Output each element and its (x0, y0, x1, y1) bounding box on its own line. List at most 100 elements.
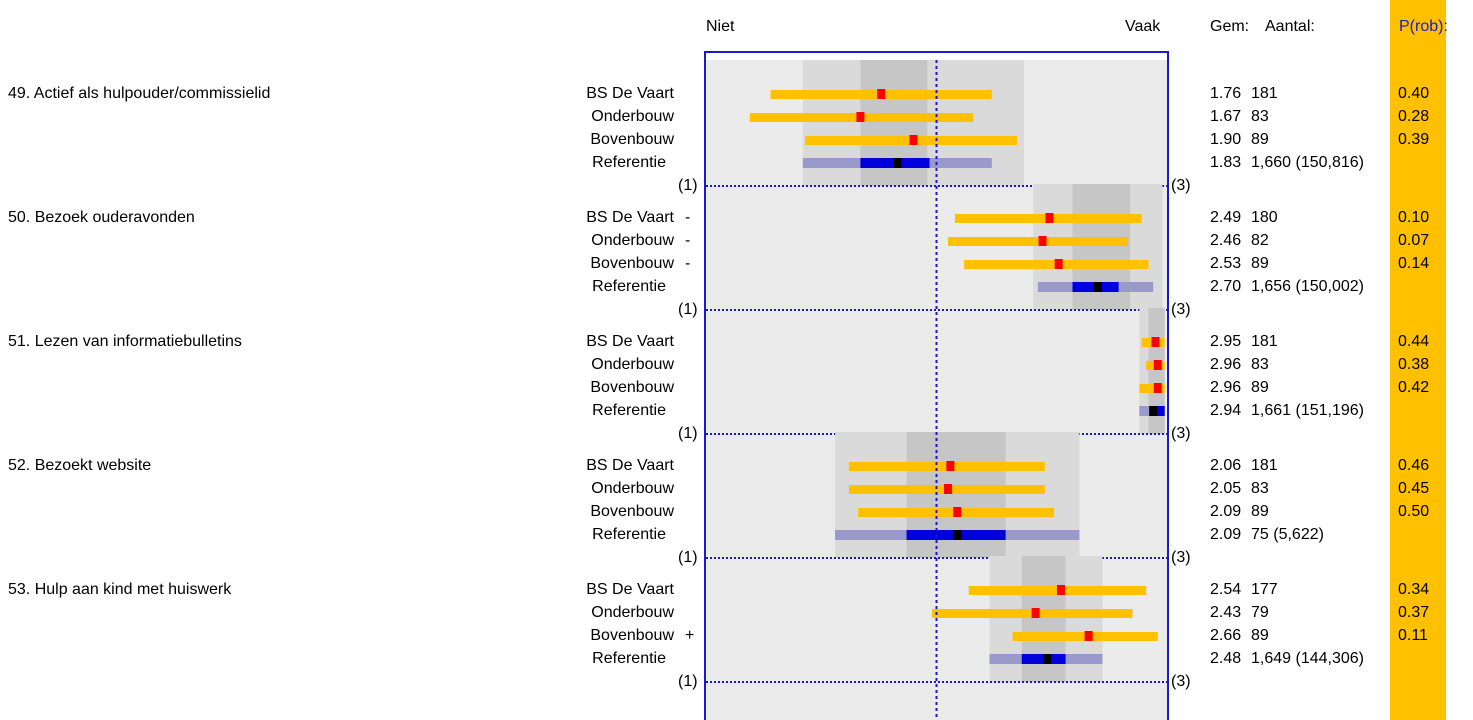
item-title: 50. Bezoek ouderavonden (8, 209, 195, 226)
reference-mean-marker (1149, 406, 1158, 416)
group-label: Onderbouw (591, 604, 674, 621)
group-label: Bovenbouw (590, 379, 674, 396)
group-label: BS De Vaart (586, 581, 674, 598)
mean-value: 1.83 (1210, 154, 1242, 171)
school-mean-marker (946, 461, 955, 471)
mean-column-header: Gem: (1210, 18, 1250, 35)
group-label: Onderbouw (591, 356, 674, 373)
item-title: 52. Bezoekt website (8, 457, 152, 474)
mean-value: 2.53 (1210, 255, 1242, 272)
mean-value: 2.49 (1210, 209, 1242, 226)
group-label: Bovenbouw (590, 627, 674, 644)
reference-mean-marker (1043, 654, 1052, 664)
school-mean-marker (1153, 360, 1162, 370)
significance-sign: + (685, 627, 695, 644)
group-label: Onderbouw (591, 108, 674, 125)
group-label: BS De Vaart (586, 85, 674, 102)
scale-max-label: (3) (1171, 425, 1191, 442)
school-range-bar (1139, 384, 1165, 393)
count-value: 75 (5,622) (1251, 526, 1324, 543)
group-label: BS De Vaart (586, 457, 674, 474)
reference-mean-marker (953, 530, 962, 540)
school-mean-marker (1151, 337, 1160, 347)
scale-min-label: (1) (678, 425, 698, 442)
school-range-bar (948, 237, 1128, 246)
item-title: 53. Hulp aan kind met huiswerk (8, 581, 232, 598)
count-value: 83 (1251, 480, 1269, 497)
prob-value: 0.40 (1398, 85, 1430, 102)
reference-group-label: Referentie (592, 154, 666, 171)
scale-max-label: (3) (1171, 549, 1191, 566)
prob-value: 0.11 (1398, 627, 1428, 644)
group-label: Bovenbouw (590, 131, 674, 148)
school-mean-marker (944, 484, 953, 494)
group-label: Onderbouw (591, 480, 674, 497)
significance-sign: - (685, 209, 691, 226)
significance-sign: - (685, 255, 691, 272)
count-value: 180 (1251, 209, 1278, 226)
mean-value: 2.48 (1210, 650, 1242, 667)
count-value: 82 (1251, 232, 1269, 249)
mean-value: 1.67 (1210, 108, 1242, 125)
mean-value: 2.54 (1210, 581, 1242, 598)
count-value: 83 (1251, 108, 1269, 125)
count-column-header: Aantal: (1265, 18, 1315, 35)
school-mean-marker (1031, 608, 1040, 618)
mean-value: 2.66 (1210, 627, 1242, 644)
count-value: 79 (1251, 604, 1269, 621)
mean-value: 1.76 (1210, 85, 1242, 102)
significance-sign: - (685, 232, 691, 249)
scale-min-label: (1) (678, 301, 698, 318)
mean-value: 2.05 (1210, 480, 1242, 497)
mean-value: 2.94 (1210, 402, 1242, 419)
prob-value: 0.50 (1398, 503, 1430, 520)
mean-value: 2.70 (1210, 278, 1242, 295)
count-value: 1,660 (150,816) (1251, 154, 1364, 171)
reference-group-label: Referentie (592, 278, 666, 295)
school-mean-marker (953, 507, 962, 517)
count-value: 89 (1251, 379, 1269, 396)
prob-value: 0.46 (1398, 457, 1430, 474)
item-title: 51. Lezen van informatiebulletins (8, 333, 242, 350)
plot-frame (704, 51, 1169, 720)
probability-column (1390, 0, 1446, 720)
school-mean-marker (909, 135, 918, 145)
prob-value: 0.34 (1398, 581, 1430, 598)
school-mean-marker (877, 89, 886, 99)
count-value: 89 (1251, 255, 1269, 272)
prob-value: 0.44 (1398, 333, 1430, 350)
prob-value: 0.28 (1398, 108, 1430, 125)
scale-max-label: (3) (1171, 177, 1191, 194)
mean-value: 2.96 (1210, 356, 1242, 373)
reference-mean-marker (1093, 282, 1102, 292)
school-mean-marker (1045, 213, 1054, 223)
scale-min-label: (1) (678, 177, 698, 194)
count-value: 1,649 (144,306) (1251, 650, 1364, 667)
prob-value: 0.42 (1398, 379, 1430, 396)
count-value: 181 (1251, 457, 1278, 474)
count-value: 89 (1251, 503, 1269, 520)
school-mean-marker (1056, 585, 1065, 595)
scale-right-anchor: Vaak (1125, 18, 1161, 35)
group-label: BS De Vaart (586, 209, 674, 226)
group-label: Bovenbouw (590, 255, 674, 272)
reference-group-label: Referentie (592, 650, 666, 667)
count-value: 181 (1251, 85, 1278, 102)
count-value: 177 (1251, 581, 1278, 598)
prob-value: 0.14 (1398, 255, 1430, 272)
school-mean-marker (1038, 236, 1047, 246)
reference-inner-bar (1150, 406, 1165, 416)
mean-value: 2.09 (1210, 503, 1242, 520)
mean-value: 2.46 (1210, 232, 1242, 249)
count-value: 181 (1251, 333, 1278, 350)
prob-value: 0.10 (1398, 209, 1430, 226)
mean-value: 2.09 (1210, 526, 1242, 543)
prob-value: 0.37 (1398, 604, 1430, 621)
mean-value: 2.95 (1210, 333, 1242, 350)
prob-column-header: P(rob): (1399, 18, 1448, 35)
school-mean-marker (1054, 259, 1063, 269)
reference-group-label: Referentie (592, 402, 666, 419)
school-mean-marker (1153, 383, 1162, 393)
mean-value: 2.96 (1210, 379, 1242, 396)
